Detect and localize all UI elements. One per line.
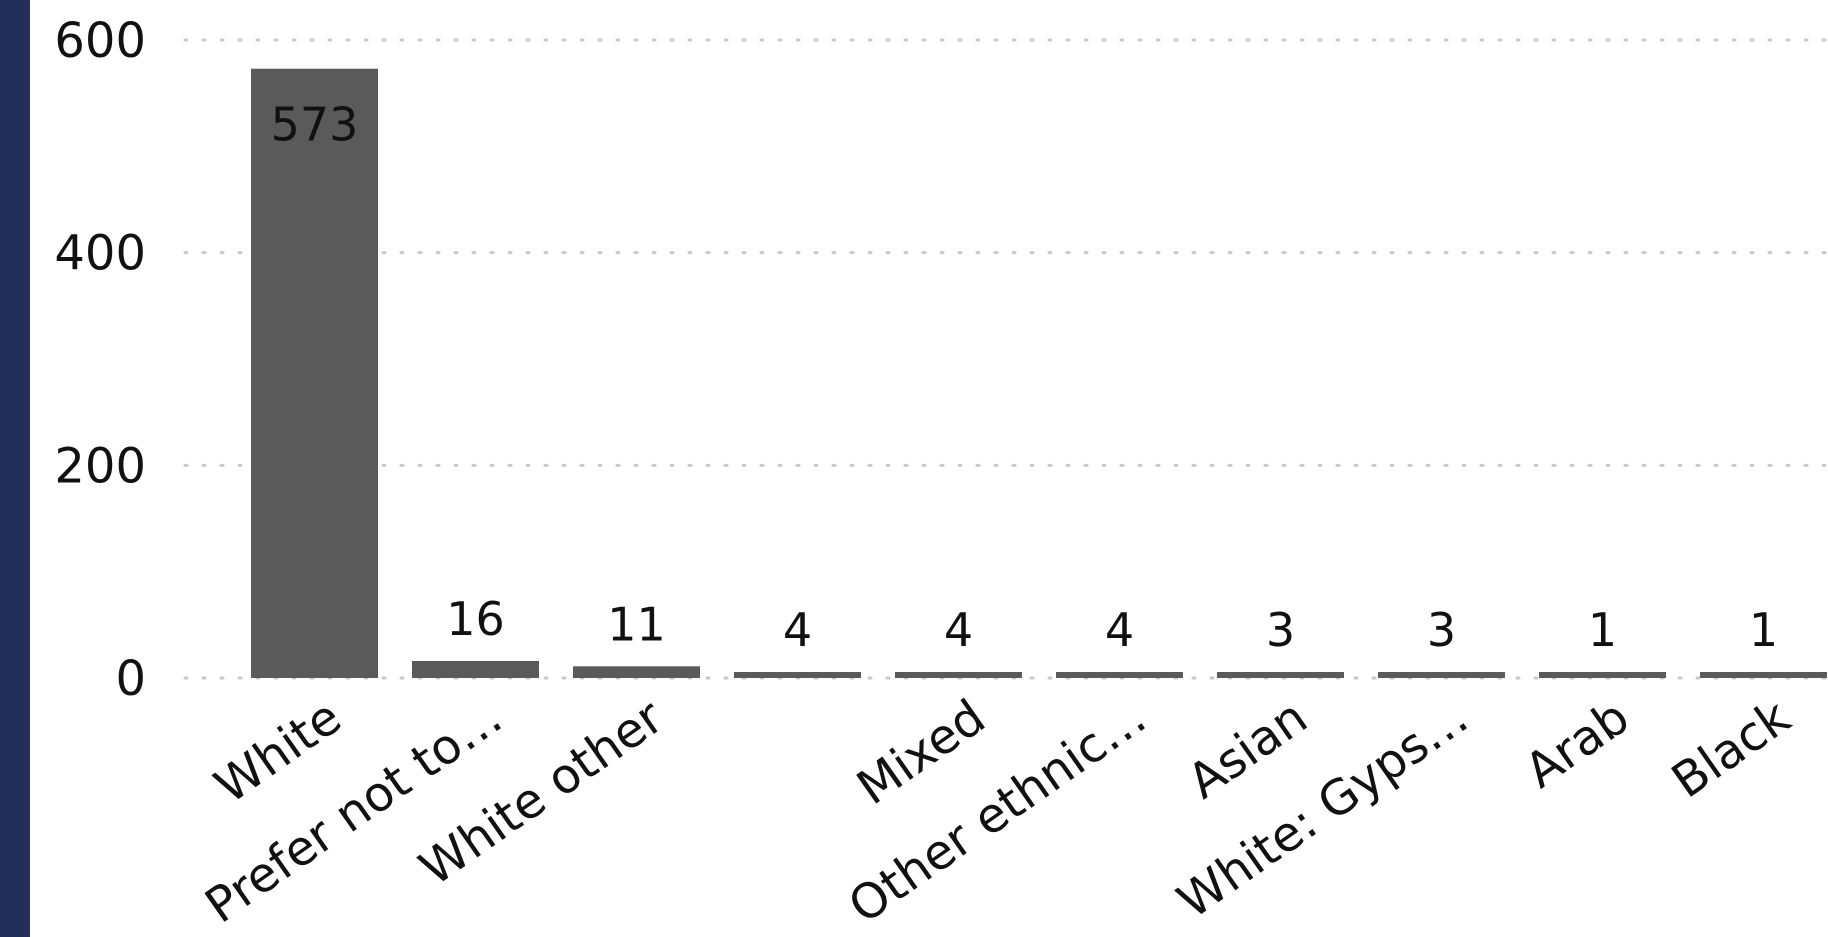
data-label: 3: [1266, 603, 1295, 657]
bar: [412, 660, 539, 678]
data-label: 573: [271, 98, 359, 152]
bar: [251, 68, 378, 678]
data-label: 16: [446, 592, 505, 646]
y-tick-label: 600: [54, 13, 146, 69]
data-label: 4: [944, 603, 973, 657]
data-label: 1: [1749, 603, 1778, 657]
y-tick-label: 400: [54, 226, 146, 282]
bar: [573, 666, 700, 678]
category-label: White: Gyps…: [1168, 689, 1479, 930]
category-label: Black: [1662, 689, 1801, 809]
category-label: Arab: [1515, 689, 1639, 799]
bar: [1378, 672, 1505, 678]
bar: [895, 672, 1022, 678]
grid-lines: [183, 38, 1828, 680]
data-label: 4: [783, 603, 812, 657]
category-label: Asian: [1178, 689, 1317, 810]
bar: [1539, 672, 1666, 678]
category-label: Other ethnic…: [839, 689, 1157, 935]
data-label: 3: [1427, 603, 1456, 657]
data-label: 1: [1588, 603, 1617, 657]
bars: [251, 68, 1827, 678]
bar: [734, 672, 861, 678]
data-label: 11: [607, 597, 666, 651]
y-tick-label: 0: [115, 651, 146, 707]
y-axis-ticks: 0 200 400 600: [54, 13, 146, 707]
bar: [1700, 672, 1827, 678]
bar: [1217, 672, 1344, 678]
data-label: 4: [1105, 603, 1134, 657]
bar: [1056, 672, 1183, 678]
y-tick-label: 200: [54, 438, 146, 494]
left-accent-bar: [0, 0, 30, 937]
